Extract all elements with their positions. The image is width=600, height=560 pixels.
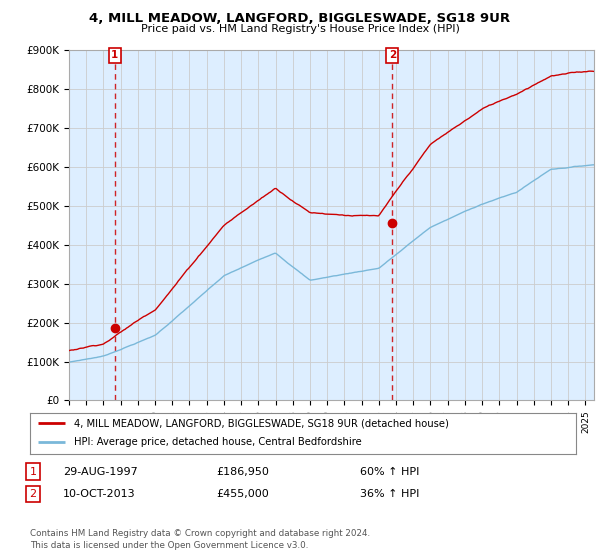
Text: 1: 1 — [111, 50, 118, 60]
Text: 4, MILL MEADOW, LANGFORD, BIGGLESWADE, SG18 9UR: 4, MILL MEADOW, LANGFORD, BIGGLESWADE, S… — [89, 12, 511, 25]
Text: £186,950: £186,950 — [216, 466, 269, 477]
Text: Price paid vs. HM Land Registry's House Price Index (HPI): Price paid vs. HM Land Registry's House … — [140, 24, 460, 34]
Text: 2: 2 — [389, 50, 396, 60]
Text: 1: 1 — [29, 466, 37, 477]
Text: Contains HM Land Registry data © Crown copyright and database right 2024.
This d: Contains HM Land Registry data © Crown c… — [30, 529, 370, 550]
Text: 4, MILL MEADOW, LANGFORD, BIGGLESWADE, SG18 9UR (detached house): 4, MILL MEADOW, LANGFORD, BIGGLESWADE, S… — [74, 418, 449, 428]
Text: 29-AUG-1997: 29-AUG-1997 — [63, 466, 138, 477]
Text: 10-OCT-2013: 10-OCT-2013 — [63, 489, 136, 499]
Text: 2: 2 — [29, 489, 37, 499]
Text: 60% ↑ HPI: 60% ↑ HPI — [360, 466, 419, 477]
Text: 36% ↑ HPI: 36% ↑ HPI — [360, 489, 419, 499]
Text: HPI: Average price, detached house, Central Bedfordshire: HPI: Average price, detached house, Cent… — [74, 437, 361, 447]
Text: £455,000: £455,000 — [216, 489, 269, 499]
